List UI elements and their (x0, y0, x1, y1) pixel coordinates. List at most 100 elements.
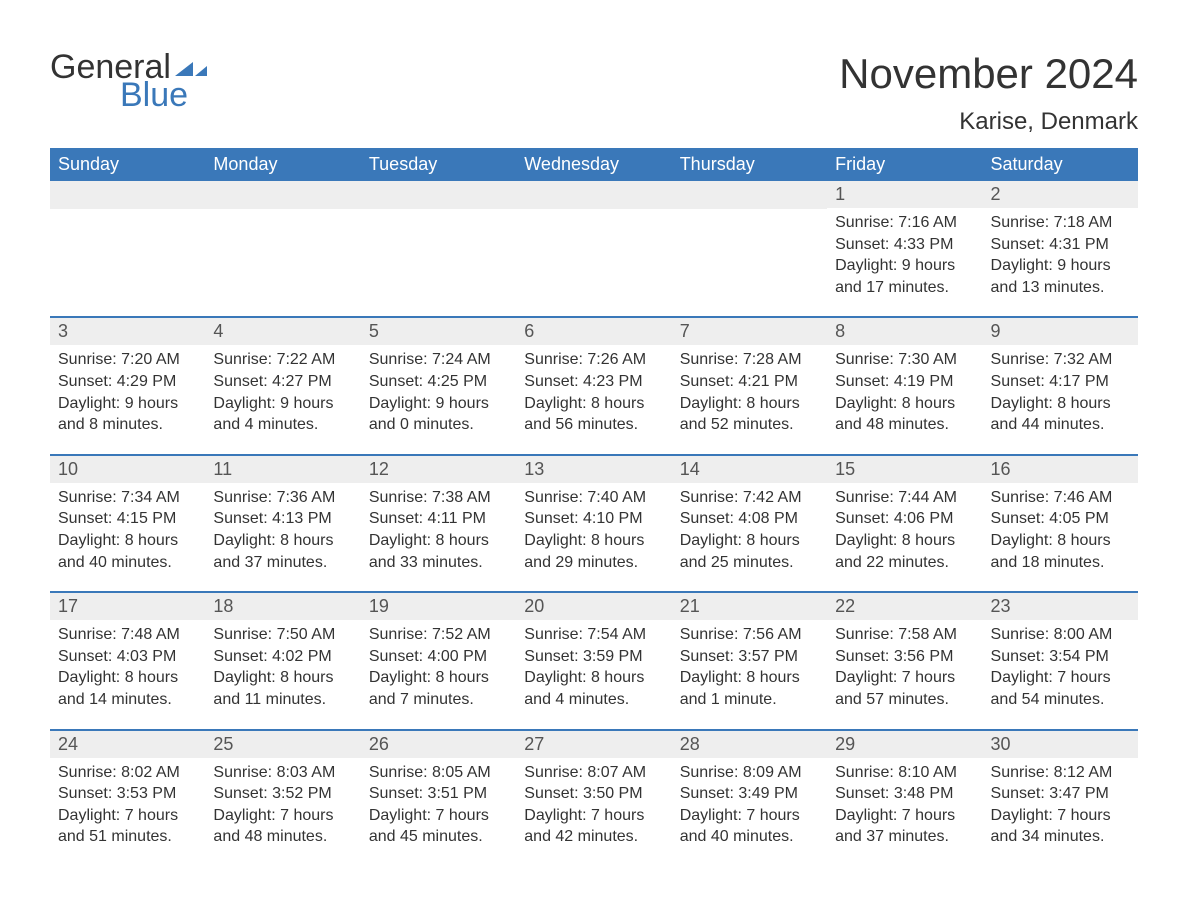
day-cell (516, 181, 671, 298)
day-number: 16 (983, 456, 1138, 483)
day-sunrise: Sunrise: 8:12 AM (991, 762, 1130, 784)
day-sunset: Sunset: 4:15 PM (58, 508, 197, 530)
day-dl1: Daylight: 8 hours (369, 667, 508, 689)
day-number: 27 (516, 731, 671, 758)
day-sunset: Sunset: 3:54 PM (991, 646, 1130, 668)
day-sunrise: Sunrise: 8:07 AM (524, 762, 663, 784)
month-title: November 2024 (839, 50, 1138, 98)
day-sunset: Sunset: 4:31 PM (991, 234, 1130, 256)
day-dl2: and 37 minutes. (835, 826, 974, 848)
day-number: 14 (672, 456, 827, 483)
day-dl1: Daylight: 8 hours (991, 530, 1130, 552)
day-sunset: Sunset: 4:19 PM (835, 371, 974, 393)
day-dl2: and 40 minutes. (58, 552, 197, 574)
day-sunrise: Sunrise: 7:30 AM (835, 349, 974, 371)
day-cell: 15Sunrise: 7:44 AMSunset: 4:06 PMDayligh… (827, 456, 982, 573)
day-sunset: Sunset: 4:00 PM (369, 646, 508, 668)
day-dl1: Daylight: 7 hours (680, 805, 819, 827)
day-cell: 7Sunrise: 7:28 AMSunset: 4:21 PMDaylight… (672, 318, 827, 435)
day-number: 15 (827, 456, 982, 483)
header-area: General Blue November 2024 Karise, Denma… (50, 50, 1138, 136)
day-dl1: Daylight: 8 hours (213, 667, 352, 689)
day-cell: 22Sunrise: 7:58 AMSunset: 3:56 PMDayligh… (827, 593, 982, 710)
day-dl1: Daylight: 8 hours (524, 393, 663, 415)
day-cell: 16Sunrise: 7:46 AMSunset: 4:05 PMDayligh… (983, 456, 1138, 573)
day-number: 26 (361, 731, 516, 758)
day-cell: 14Sunrise: 7:42 AMSunset: 4:08 PMDayligh… (672, 456, 827, 573)
day-dl2: and 37 minutes. (213, 552, 352, 574)
day-number: 5 (361, 318, 516, 345)
day-body: Sunrise: 8:00 AMSunset: 3:54 PMDaylight:… (983, 620, 1138, 710)
day-number: 3 (50, 318, 205, 345)
day-cell: 30Sunrise: 8:12 AMSunset: 3:47 PMDayligh… (983, 731, 1138, 848)
day-sunrise: Sunrise: 7:38 AM (369, 487, 508, 509)
day-cell: 26 Sunrise: 8:05 AMSunset: 3:51 PMDayligh… (361, 731, 516, 848)
day-dl2: and 13 minutes. (991, 277, 1130, 299)
day-number: 25 (205, 731, 360, 758)
day-cell: 20Sunrise: 7:54 AMSunset: 3:59 PMDayligh… (516, 593, 671, 710)
day-dl1: Daylight: 9 hours (213, 393, 352, 415)
day-body: Sunrise: 7:32 AMSunset: 4:17 PMDaylight:… (983, 345, 1138, 435)
day-body: Sunrise: 7:46 AMSunset: 4:05 PMDaylight:… (983, 483, 1138, 573)
day-sunrise: Sunrise: 8:05 AM (369, 762, 508, 784)
day-number: 1 (827, 181, 982, 208)
day-dl2: and 52 minutes. (680, 414, 819, 436)
day-dl1: Daylight: 8 hours (835, 530, 974, 552)
day-cell: 29Sunrise: 8:10 AMSunset: 3:48 PMDayligh… (827, 731, 982, 848)
day-number: 4 (205, 318, 360, 345)
day-cell: 18Sunrise: 7:50 AMSunset: 4:02 PMDayligh… (205, 593, 360, 710)
day-sunrise: Sunrise: 7:58 AM (835, 624, 974, 646)
day-body: Sunrise: 7:44 AMSunset: 4:06 PMDaylight:… (827, 483, 982, 573)
day-sunset: Sunset: 4:08 PM (680, 508, 819, 530)
day-sunset: Sunset: 4:17 PM (991, 371, 1130, 393)
day-sunrise: Sunrise: 7:48 AM (58, 624, 197, 646)
day-dl2: and 1 minute. (680, 689, 819, 711)
day-cell: 25Sunrise: 8:03 AMSunset: 3:52 PMDayligh… (205, 731, 360, 848)
day-sunset: Sunset: 3:51 PM (369, 783, 508, 805)
weekday-header: Thursday (672, 148, 827, 181)
day-number: 21 (672, 593, 827, 620)
day-cell: 5Sunrise: 7:24 AMSunset: 4:25 PMDaylight… (361, 318, 516, 435)
day-sunrise: Sunrise: 7:20 AM (58, 349, 197, 371)
day-sunrise: Sunrise: 7:34 AM (58, 487, 197, 509)
day-cell (361, 181, 516, 298)
week-row: 17Sunrise: 7:48 AMSunset: 4:03 PMDayligh… (50, 591, 1138, 710)
day-dl1: Daylight: 8 hours (524, 667, 663, 689)
day-sunrise: Sunrise: 7:44 AM (835, 487, 974, 509)
weekday-header: Sunday (50, 148, 205, 181)
day-number: 28 (672, 731, 827, 758)
day-number: 17 (50, 593, 205, 620)
day-dl2: and 33 minutes. (369, 552, 508, 574)
day-sunset: Sunset: 3:57 PM (680, 646, 819, 668)
day-sunrise: Sunrise: 7:52 AM (369, 624, 508, 646)
day-dl1: Daylight: 7 hours (369, 805, 508, 827)
day-body: Sunrise: 7:30 AMSunset: 4:19 PMDaylight:… (827, 345, 982, 435)
day-sunset: Sunset: 3:47 PM (991, 783, 1130, 805)
day-cell: 9Sunrise: 7:32 AMSunset: 4:17 PMDaylight… (983, 318, 1138, 435)
day-dl1: Daylight: 9 hours (369, 393, 508, 415)
day-body: Sunrise: 8:12 AMSunset: 3:47 PMDaylight:… (983, 758, 1138, 848)
location-label: Karise, Denmark (839, 108, 1138, 136)
day-sunset: Sunset: 3:56 PM (835, 646, 974, 668)
day-sunset: Sunset: 3:48 PM (835, 783, 974, 805)
day-sunset: Sunset: 4:02 PM (213, 646, 352, 668)
day-cell (50, 181, 205, 298)
day-dl2: and 45 minutes. (369, 826, 508, 848)
day-sunset: Sunset: 3:59 PM (524, 646, 663, 668)
day-cell: 13Sunrise: 7:40 AMSunset: 4:10 PMDayligh… (516, 456, 671, 573)
day-cell: 19Sunrise: 7:52 AMSunset: 4:00 PMDayligh… (361, 593, 516, 710)
day-dl2: and 4 minutes. (213, 414, 352, 436)
day-cell: 10Sunrise: 7:34 AMSunset: 4:15 PMDayligh… (50, 456, 205, 573)
day-dl2: and 17 minutes. (835, 277, 974, 299)
day-cell: 2Sunrise: 7:18 AMSunset: 4:31 PMDaylight… (983, 181, 1138, 298)
week-row: 3Sunrise: 7:20 AMSunset: 4:29 PMDaylight… (50, 316, 1138, 435)
day-cell: 8Sunrise: 7:30 AMSunset: 4:19 PMDaylight… (827, 318, 982, 435)
day-number: 6 (516, 318, 671, 345)
day-sunset: Sunset: 4:06 PM (835, 508, 974, 530)
day-number (361, 181, 516, 209)
day-dl2: and 22 minutes. (835, 552, 974, 574)
day-number: 22 (827, 593, 982, 620)
day-sunrise: Sunrise: 7:32 AM (991, 349, 1130, 371)
day-sunrise: Sunrise: 8:02 AM (58, 762, 197, 784)
day-sunset: Sunset: 4:23 PM (524, 371, 663, 393)
